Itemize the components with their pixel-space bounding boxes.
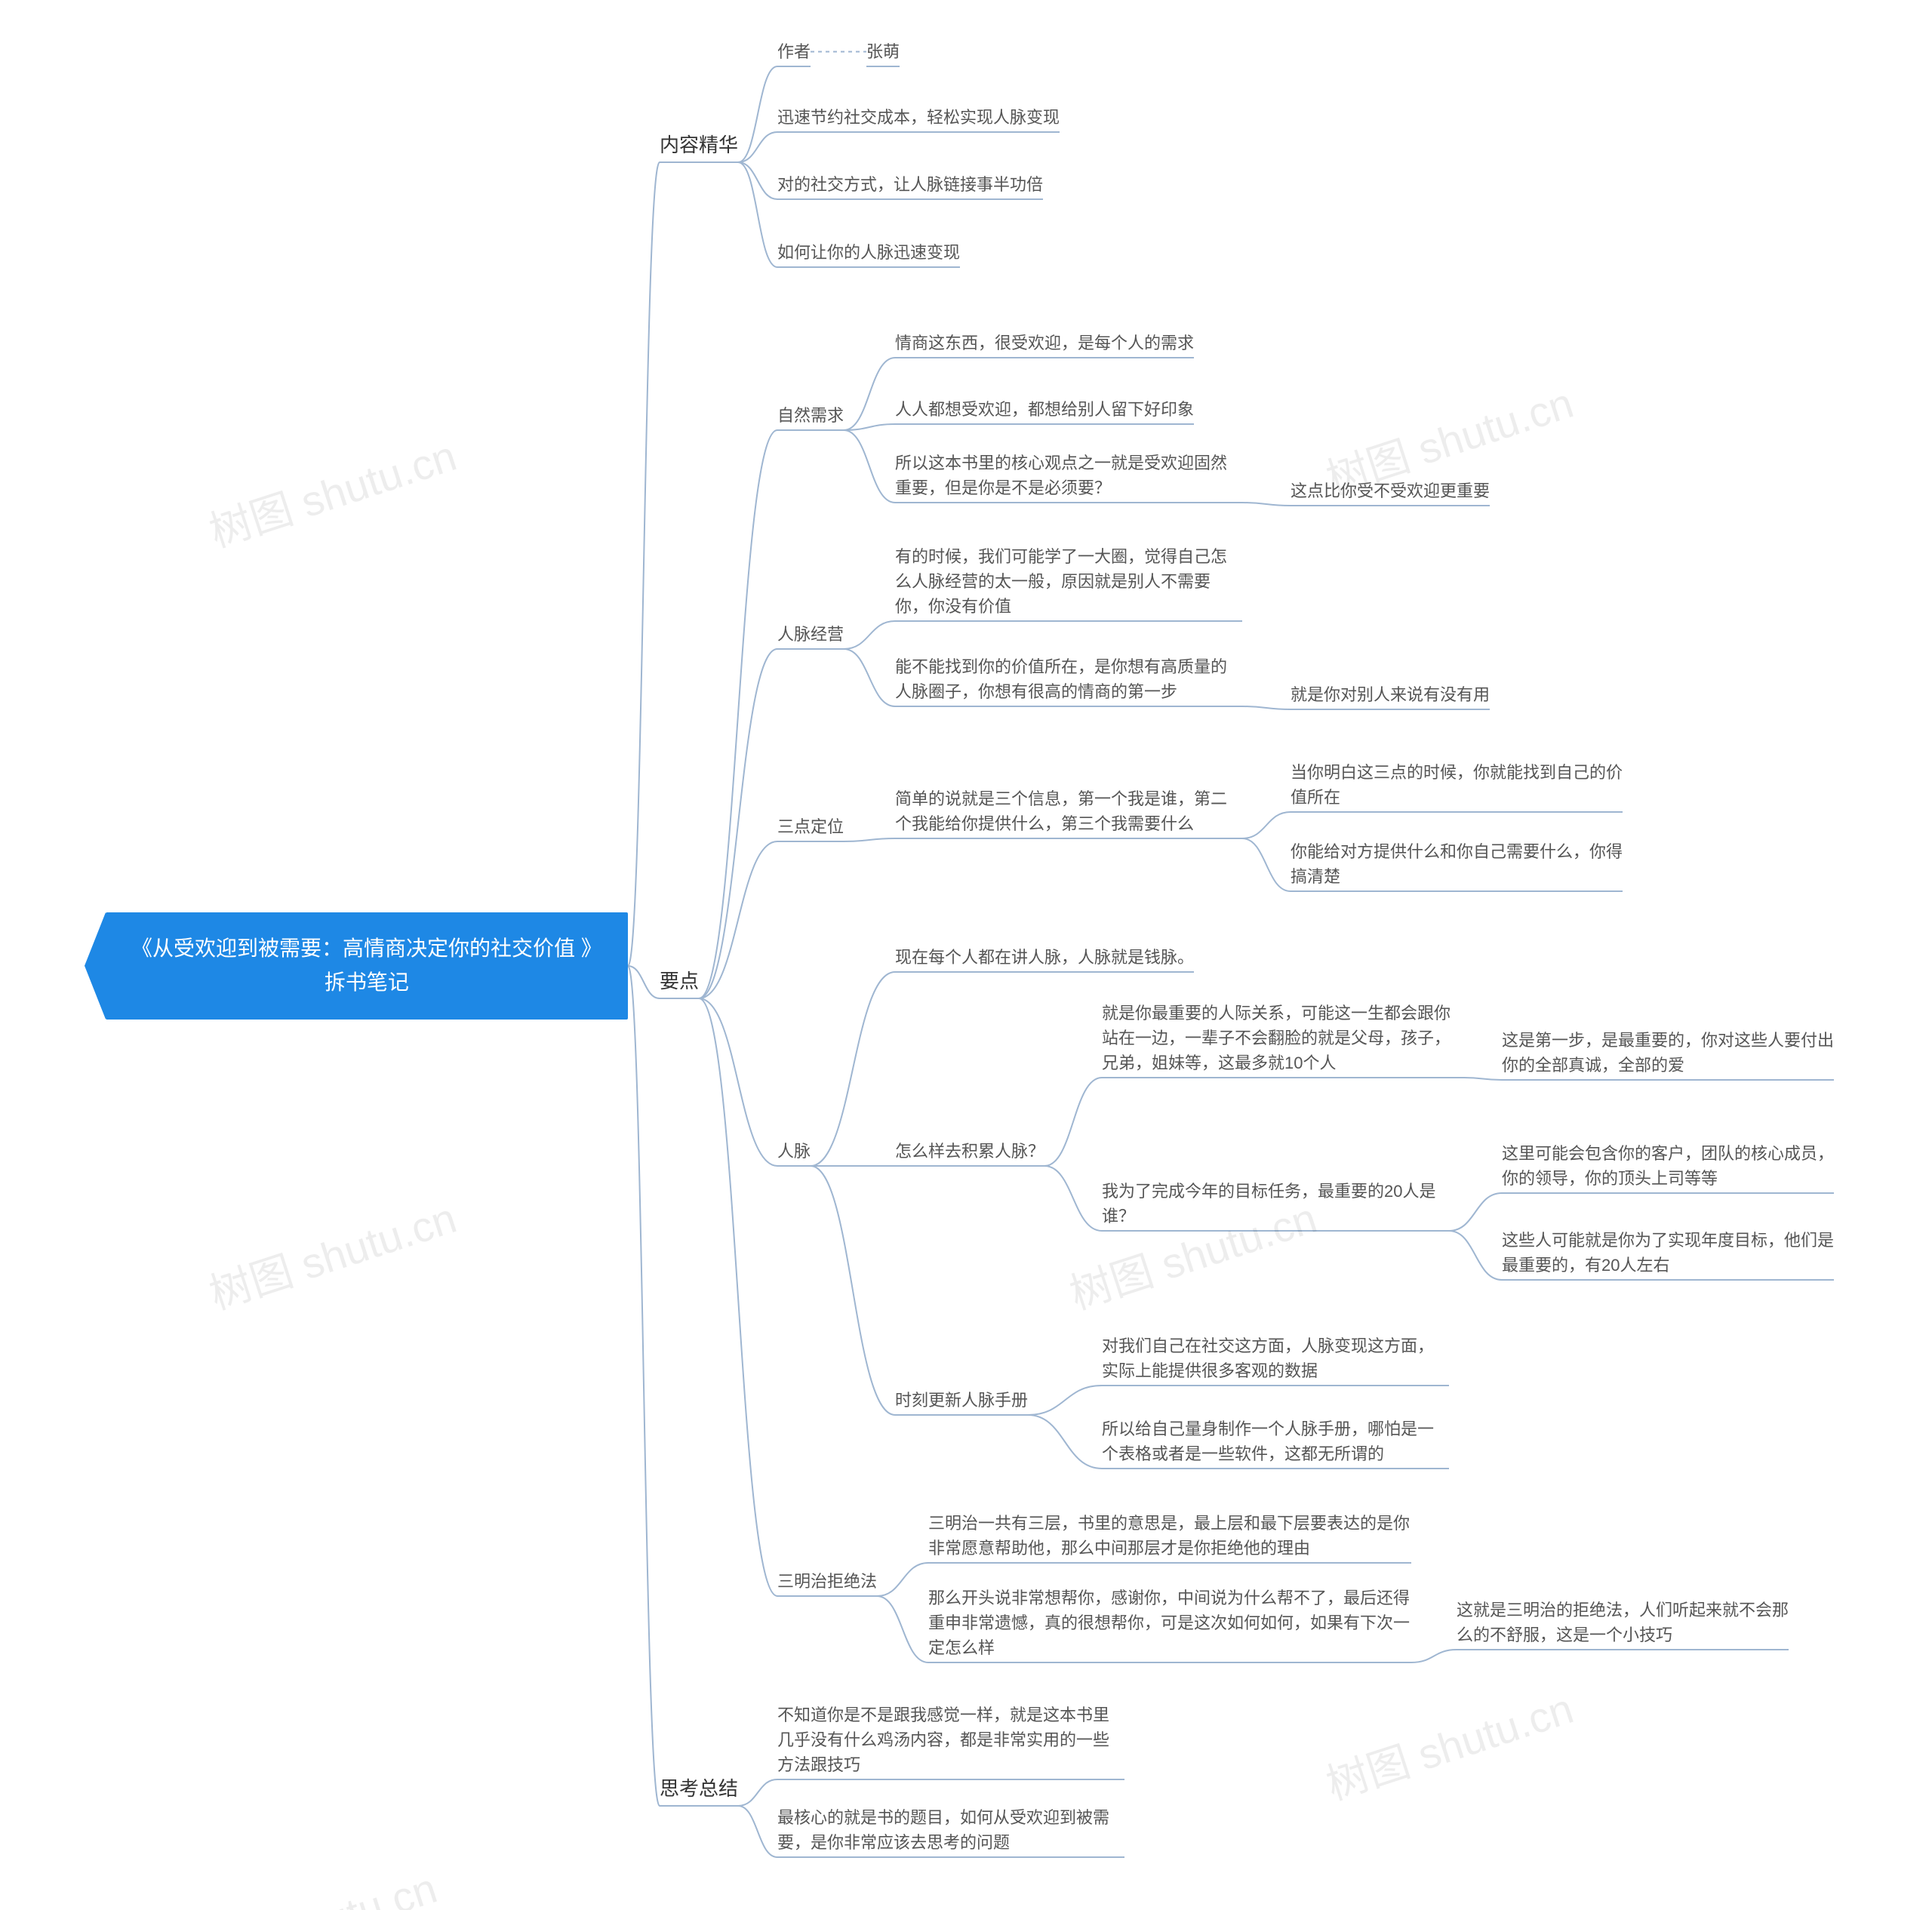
root-line2: 拆书笔记 [325, 970, 409, 994]
edge [1044, 1166, 1102, 1231]
mindmap-node-three[interactable]: 三点定位 [777, 814, 844, 839]
mindmap-node-e2[interactable]: 对的社交方式，让人脉链接事半功倍 [777, 172, 1043, 197]
mindmap-node-t1b[interactable]: 你能给对方提供什么和你自己需要什么，你得搞清楚 [1291, 839, 1623, 889]
mindmap-node-e3[interactable]: 如何让你的人脉迅速变现 [777, 240, 960, 265]
edge [738, 1779, 777, 1806]
edge [811, 972, 895, 1166]
edge [1028, 1415, 1102, 1469]
watermark: shutu.cn [275, 1863, 442, 1910]
watermark: 树图 shutu.cn [201, 423, 463, 560]
edge [699, 998, 777, 1596]
mindmap-node-natural[interactable]: 自然需求 [777, 403, 844, 428]
mindmap-node-s2[interactable]: 那么开头说非常想帮你，感谢你，中间说为什么帮不了，最后还得重申非常遗憾，真的很想… [928, 1586, 1411, 1660]
mindmap-node-essence[interactable]: 内容精华 [660, 131, 738, 160]
edge [1242, 838, 1291, 891]
edge [699, 430, 777, 998]
edge [738, 132, 777, 162]
mindmap-node-n3a[interactable]: 这点比你受不受欢迎更重要 [1291, 478, 1490, 503]
edge [738, 162, 777, 199]
edge [1028, 1386, 1102, 1415]
edge [628, 966, 660, 998]
mindmap-node-c2b1[interactable]: 这里可能会包含你的客户，团队的核心成员，你的领导，你的顶头上司等等 [1502, 1141, 1834, 1191]
root-line1: 《从受欢迎到被需要：高情商决定你的社交价值 》 [131, 937, 602, 960]
mindmap-node-c2b2[interactable]: 这些人可能就是你为了实现年度目标，他们是最重要的，有20人左右 [1502, 1228, 1834, 1278]
mindmap-node-c2a[interactable]: 就是你最重要的人际关系，可能这一生都会跟你站在一边，一辈子不会翻脸的就是父母，孩… [1102, 1001, 1464, 1075]
edge [628, 162, 660, 966]
watermark: 树图 shutu.cn [1318, 1675, 1580, 1813]
mindmap-node-c3a[interactable]: 对我们自己在社交这方面，人脉变现这方面，实际上能提供很多客观的数据 [1102, 1333, 1449, 1383]
edge [1044, 1078, 1102, 1166]
mindmap-node-c2b[interactable]: 我为了完成今年的目标任务，最重要的20人是谁？ [1102, 1179, 1449, 1229]
mindmap-node-sandwich[interactable]: 三明治拒绝法 [777, 1569, 877, 1594]
edge [844, 838, 895, 841]
mindmap-node-th2[interactable]: 最核心的就是书的题目，如何从受欢迎到被需要，是你非常应该去思考的问题 [777, 1805, 1124, 1855]
edge [699, 841, 777, 998]
edge [1411, 1650, 1457, 1662]
edge [844, 621, 895, 649]
mindmap-node-nw1[interactable]: 有的时候，我们可能学了一大圈，觉得自己怎么人脉经营的太一般，原因就是别人不需要你… [895, 544, 1242, 619]
edge [699, 649, 777, 998]
mindmap-node-nw2[interactable]: 能不能找到你的价值所在，是你想有高质量的人脉圈子，你想有很高的情商的第一步 [895, 654, 1242, 704]
edge [738, 1806, 777, 1857]
edge [1242, 706, 1291, 709]
edge [1242, 812, 1291, 838]
mindmap-node-s1[interactable]: 三明治一共有三层，书里的意思是，最上层和最下层要表达的是你非常愿意帮助他，那么中… [928, 1511, 1411, 1561]
edge [844, 430, 895, 503]
mindmap-node-c3[interactable]: 时刻更新人脉手册 [895, 1388, 1028, 1413]
mindmap-node-connections[interactable]: 人脉 [777, 1139, 811, 1164]
mindmap-node-t1[interactable]: 简单的说就是三个信息，第一个我是谁，第二个我能给你提供什么，第三个我需要什么 [895, 786, 1242, 836]
edge [844, 358, 895, 430]
mindmap-node-c2a1[interactable]: 这是第一步，是最重要的，你对这些人要付出你的全部真诚，全部的爱 [1502, 1028, 1834, 1078]
edge [699, 998, 777, 1166]
mindmap-node-author_name[interactable]: 张萌 [866, 39, 900, 64]
mindmap-node-th1[interactable]: 不知道你是不是跟我感觉一样，就是这本书里几乎没有什么鸡汤内容，都是非常实用的一些… [777, 1702, 1124, 1777]
edge [1449, 1231, 1502, 1280]
edge [877, 1596, 928, 1662]
edge [1242, 503, 1291, 506]
mindmap-node-s2a[interactable]: 这就是三明治的拒绝法，人们听起来就不会那么的不舒服，这是一个小技巧 [1457, 1598, 1789, 1647]
mindmap-node-points[interactable]: 要点 [660, 967, 699, 996]
edge [628, 966, 660, 1806]
edge [844, 649, 895, 706]
mindmap-node-n3[interactable]: 所以这本书里的核心观点之一就是受欢迎固然重要，但是你是不是必须要？ [895, 451, 1242, 500]
edge [844, 424, 895, 430]
edge [877, 1563, 928, 1596]
mindmap-node-n2[interactable]: 人人都想受欢迎，都想给别人留下好印象 [895, 397, 1194, 422]
mindmap-node-e1[interactable]: 迅速节约社交成本，轻松实现人脉变现 [777, 105, 1060, 130]
mindmap-node-c3b[interactable]: 所以给自己量身制作一个人脉手册，哪怕是一个表格或者是一些软件，这都无所谓的 [1102, 1416, 1449, 1466]
edge [1449, 1193, 1502, 1231]
root-node[interactable]: 《从受欢迎到被需要：高情商决定你的社交价值 》 拆书笔记 [106, 912, 628, 1020]
mindmap-node-think[interactable]: 思考总结 [660, 1774, 738, 1804]
edge [811, 1166, 895, 1415]
edge [1464, 1078, 1502, 1080]
mindmap-node-t1a[interactable]: 当你明白这三点的时候，你就能找到自己的价值所在 [1291, 760, 1623, 810]
edge [738, 66, 777, 162]
mindmap-node-author[interactable]: 作者 [777, 39, 811, 64]
edge [738, 162, 777, 267]
mindmap-node-c1[interactable]: 现在每个人都在讲人脉，人脉就是钱脉。 [895, 945, 1194, 970]
mindmap-node-n1[interactable]: 情商这东西，很受欢迎，是每个人的需求 [895, 331, 1194, 355]
mindmap-node-nw2a[interactable]: 就是你对别人来说有没有用 [1291, 682, 1490, 707]
mindmap-node-network[interactable]: 人脉经营 [777, 622, 844, 647]
mindmap-node-c2[interactable]: 怎么样去积累人脉？ [895, 1139, 1044, 1164]
watermark: 树图 shutu.cn [201, 1185, 463, 1322]
